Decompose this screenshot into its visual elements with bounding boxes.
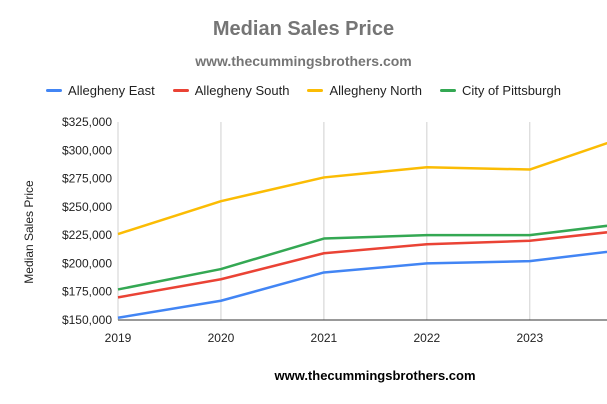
- chart-title: Median Sales Price: [212, 18, 395, 40]
- chart-footer: www.thecummingsbrothers.com: [274, 368, 476, 383]
- series-line-allegheny-south: [117, 231, 607, 299]
- y-axis-ticks: $150,000 $175,000 $200,000 $225,000 $250,000…: [62, 115, 112, 327]
- x-tick-label: 2021: [311, 331, 338, 345]
- y-tick-label: $250,000: [62, 200, 112, 214]
- legend-swatch-allegheny-north: [307, 89, 324, 92]
- legend-swatch-allegheny-east: [46, 89, 63, 92]
- y-tick-label: $300,000: [62, 143, 112, 157]
- chart-legend: Allegheny East Allegheny South Allegheny…: [0, 83, 607, 98]
- y-axis-label: Median Sales Price: [22, 180, 36, 284]
- series-line-allegheny-north: [117, 141, 607, 236]
- series-line-allegheny-east: [117, 250, 607, 319]
- x-tick-label: 2023: [516, 331, 543, 345]
- x-axis-ticks: 2019 2020 2021 2022 2023: [105, 331, 544, 345]
- legend-item-allegheny-east: Allegheny East: [46, 83, 155, 98]
- y-tick-label: $325,000: [62, 115, 112, 129]
- y-tick-label: $225,000: [62, 228, 112, 242]
- legend-label-allegheny-north: Allegheny North: [329, 83, 422, 98]
- y-tick-label: $150,000: [62, 313, 112, 327]
- x-tick-label: 2022: [413, 331, 440, 345]
- y-tick-label: $175,000: [62, 285, 112, 299]
- legend-label-allegheny-south: Allegheny South: [194, 83, 290, 98]
- grid-lines: [117, 122, 607, 321]
- y-tick-label: $200,000: [62, 256, 112, 270]
- legend-label-city-of-pittsburgh: City of Pittsburgh: [461, 83, 561, 98]
- chart-subtitle: www.thecummingsbrothers.com: [195, 53, 412, 69]
- legend-item-allegheny-south: Allegheny South: [172, 83, 290, 98]
- series-lines: [117, 141, 607, 319]
- legend-label-allegheny-east: Allegheny East: [68, 83, 155, 98]
- y-tick-label: $275,000: [62, 172, 112, 186]
- legend-swatch-city-of-pittsburgh: [439, 89, 456, 92]
- series-line-city-of-pittsburgh: [117, 224, 607, 291]
- legend-item-city-of-pittsburgh: City of Pittsburgh: [439, 83, 561, 98]
- x-tick-label: 2020: [208, 331, 235, 345]
- legend-item-allegheny-north: Allegheny North: [307, 83, 422, 98]
- legend-swatch-allegheny-south: [172, 89, 189, 92]
- x-tick-label: 2019: [105, 331, 132, 345]
